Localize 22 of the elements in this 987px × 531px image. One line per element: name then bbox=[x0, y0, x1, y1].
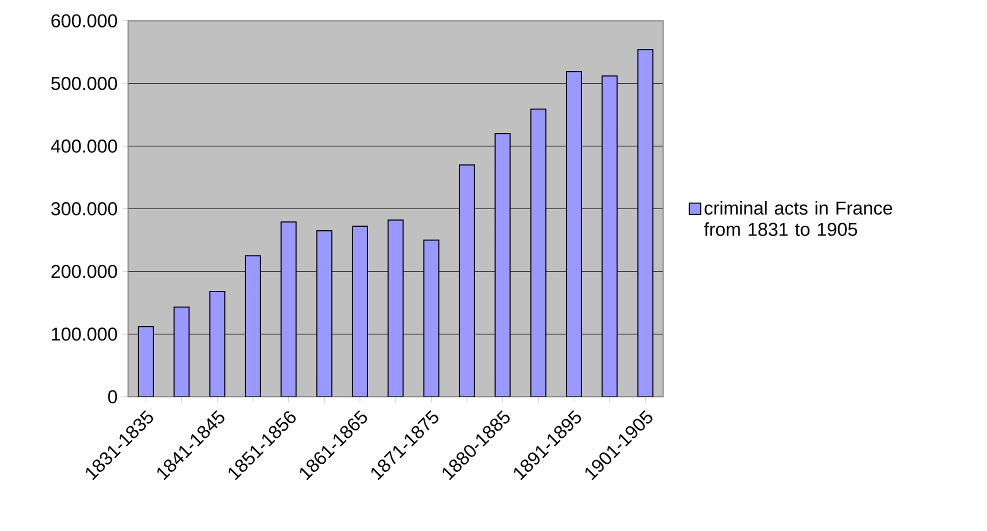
bar bbox=[494, 133, 511, 397]
bar bbox=[352, 226, 368, 397]
bar bbox=[174, 306, 190, 397]
y-tick-label: 0 bbox=[108, 390, 118, 404]
bar bbox=[602, 75, 618, 397]
bar bbox=[566, 71, 582, 397]
bar bbox=[637, 49, 654, 397]
legend-label: criminal acts in France from 1831 to 1905 bbox=[704, 201, 892, 236]
y-tick-label: 100.000 bbox=[52, 328, 118, 341]
bar bbox=[280, 221, 297, 397]
bar bbox=[530, 108, 546, 397]
bar bbox=[458, 164, 475, 397]
y-tick-label: 500.000 bbox=[51, 76, 118, 90]
bar bbox=[316, 230, 332, 397]
y-tick-label: 300.000 bbox=[51, 202, 118, 216]
y-tick-label: 600.000 bbox=[51, 14, 118, 28]
y-tick-label: 200.000 bbox=[51, 264, 118, 278]
bar bbox=[423, 240, 440, 397]
bar bbox=[138, 326, 154, 397]
bar bbox=[244, 255, 261, 397]
y-tick-label: 400.000 bbox=[50, 140, 118, 153]
bar bbox=[388, 220, 404, 397]
